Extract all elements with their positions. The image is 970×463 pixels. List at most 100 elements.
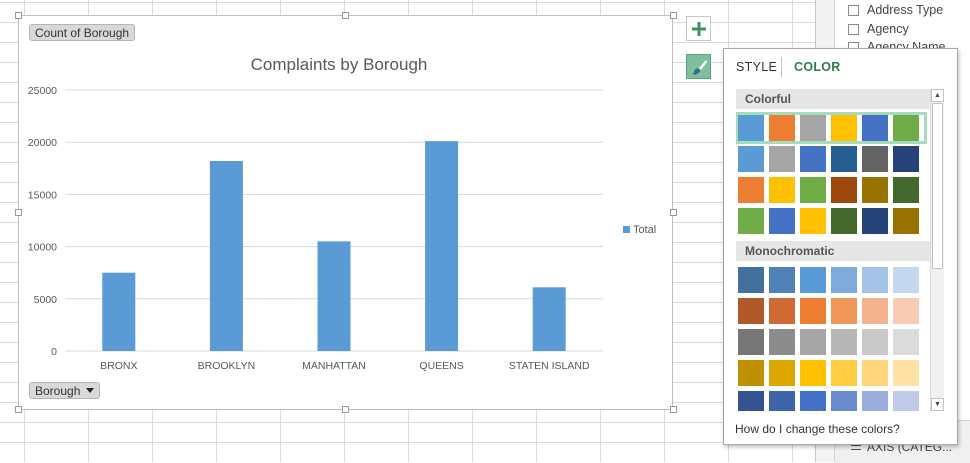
color-swatch: [862, 298, 888, 324]
values-field-label: Count of Borough: [35, 25, 130, 40]
paintbrush-icon: [691, 59, 707, 75]
chart-styles-flyout: STYLE COLOR Colorful Monochromatic ▲ ▼ Ho…: [723, 48, 958, 445]
color-swatch: [893, 298, 919, 324]
color-swatch: [800, 177, 826, 203]
palette-option[interactable]: [738, 391, 924, 411]
y-tick-label: 0: [51, 346, 57, 358]
y-tick-label: 5000: [34, 294, 58, 306]
color-swatch: [738, 177, 764, 203]
palette-option[interactable]: [738, 146, 924, 172]
color-palette-list: Colorful Monochromatic: [736, 89, 941, 411]
pivot-chart[interactable]: Complaints by Borough 0 5000 10000 15000 2000…: [18, 15, 673, 410]
color-swatch: [769, 267, 795, 293]
y-tick-label: 15000: [28, 189, 57, 201]
tab-separator: [781, 57, 782, 77]
color-swatch: [831, 115, 857, 141]
color-swatch: [769, 391, 795, 411]
color-swatch: [893, 329, 919, 355]
palette-option[interactable]: [738, 208, 924, 234]
chart-styles-button[interactable]: [686, 54, 711, 79]
resize-handle-ne[interactable]: [670, 12, 677, 19]
values-field-button[interactable]: Count of Borough: [29, 24, 136, 41]
resize-handle-w[interactable]: [15, 209, 22, 216]
scroll-up-icon[interactable]: ▲: [931, 89, 944, 102]
axis-field-button[interactable]: Borough: [29, 382, 101, 399]
color-swatch: [893, 391, 919, 411]
color-swatch: [738, 146, 764, 172]
color-swatch: [738, 208, 764, 234]
field-item-agency[interactable]: Agency: [848, 20, 909, 38]
field-label: Agency: [867, 22, 909, 36]
color-swatch: [800, 267, 826, 293]
y-tick-label: 25000: [28, 85, 57, 97]
color-swatch: [831, 298, 857, 324]
palette-section-header: Monochromatic: [736, 241, 941, 261]
x-tick-label: STATEN ISLAND: [509, 360, 590, 372]
y-tick-label: 20000: [28, 137, 57, 149]
legend-swatch: [623, 226, 630, 233]
plus-icon: [691, 21, 706, 36]
color-swatch: [862, 208, 888, 234]
color-swatch: [831, 267, 857, 293]
y-tick-label: 10000: [28, 242, 57, 254]
field-label: Address Type: [867, 3, 944, 17]
chart-plot: Complaints by Borough 0 5000 10000 15000 2000…: [28, 55, 656, 372]
color-swatch: [862, 360, 888, 386]
color-swatch: [862, 177, 888, 203]
color-swatch: [800, 360, 826, 386]
tab-style[interactable]: STYLE: [736, 60, 778, 74]
palette-option[interactable]: [738, 360, 924, 386]
resize-handle-sw[interactable]: [15, 406, 22, 413]
color-swatch: [769, 208, 795, 234]
color-swatch: [831, 391, 857, 411]
color-swatch: [831, 329, 857, 355]
x-tick-label: BROOKLYN: [198, 360, 256, 372]
resize-handle-n[interactable]: [342, 12, 349, 19]
tab-color[interactable]: COLOR: [794, 60, 841, 74]
color-swatch: [769, 146, 795, 172]
palette-section-header: Colorful: [736, 89, 941, 109]
palette-option[interactable]: [738, 298, 924, 324]
color-swatch: [862, 146, 888, 172]
color-swatch: [893, 208, 919, 234]
color-swatch: [831, 208, 857, 234]
palette-option[interactable]: [738, 329, 924, 355]
color-swatch: [769, 329, 795, 355]
color-swatch: [800, 146, 826, 172]
chart-title: Complaints by Borough: [251, 55, 428, 74]
palette-option[interactable]: [738, 267, 924, 293]
color-swatch: [769, 115, 795, 141]
bar: [209, 160, 243, 351]
color-swatch: [769, 298, 795, 324]
color-swatch: [738, 115, 764, 141]
field-checkbox[interactable]: [848, 4, 859, 16]
chart-elements-button[interactable]: [686, 16, 711, 41]
color-swatch: [862, 267, 888, 293]
x-tick-label: MANHATTAN: [302, 360, 366, 372]
color-swatch: [893, 177, 919, 203]
x-tick-label: QUEENS: [419, 360, 463, 372]
scroll-thumb[interactable]: [932, 103, 943, 269]
axis-field-label: Borough: [35, 383, 81, 398]
resize-handle-e[interactable]: [670, 209, 677, 216]
color-swatch: [800, 329, 826, 355]
resize-handle-nw[interactable]: [15, 12, 22, 19]
resize-handle-se[interactable]: [670, 406, 677, 413]
field-checkbox[interactable]: [848, 23, 859, 35]
resize-handle-s[interactable]: [342, 406, 349, 413]
color-swatch: [769, 177, 795, 203]
palette-option[interactable]: [738, 177, 924, 203]
palette-scrollbar[interactable]: ▲ ▼: [930, 89, 944, 411]
axis-area-icon: [851, 445, 861, 451]
legend-label: Total: [633, 224, 656, 236]
color-swatch: [893, 146, 919, 172]
scroll-down-icon[interactable]: ▼: [931, 398, 944, 411]
dropdown-arrow-icon: [86, 388, 95, 393]
color-swatch: [862, 115, 888, 141]
color-swatch: [862, 329, 888, 355]
help-colors-link[interactable]: How do I change these colors?: [735, 422, 900, 436]
palette-option[interactable]: [736, 112, 927, 144]
color-swatch: [893, 115, 919, 141]
field-item-address-type[interactable]: Address Type: [848, 1, 943, 19]
color-swatch: [738, 267, 764, 293]
